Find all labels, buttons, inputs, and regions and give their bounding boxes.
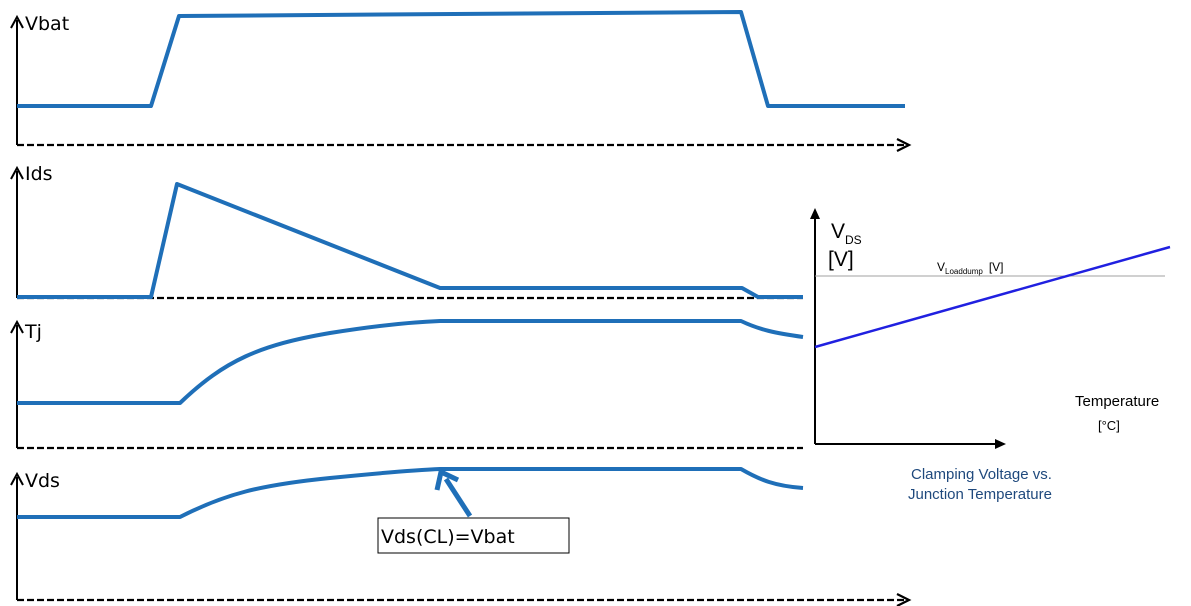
tj-y-arrow-icon xyxy=(10,319,24,334)
clamp-y-arrow-icon xyxy=(810,208,820,219)
clamp-chart: VDS [V] VLoaddump [V] Temperature [°C] Cl… xyxy=(810,208,1171,503)
loaddump-label: VLoaddump [V] xyxy=(937,260,1004,276)
vds-panel: Vds Vds(CL)=Vbat xyxy=(10,467,912,606)
clamp-x-unit: [°C] xyxy=(1098,418,1120,433)
annotation-box xyxy=(377,517,570,554)
ids-panel: Ids xyxy=(10,163,803,300)
vbat-panel: Vbat xyxy=(10,10,912,152)
ids-waveform xyxy=(17,182,803,299)
vbat-label: Vbat xyxy=(25,13,69,35)
vbat-x-arrow-icon xyxy=(896,138,912,152)
annotation-text: Vds(CL)=Vbat xyxy=(381,526,515,548)
annotation-arrow-head-icon xyxy=(434,468,460,491)
clamp-caption-line2: Junction Temperature xyxy=(908,486,1052,503)
ids-label: Ids xyxy=(25,163,53,185)
vds-x-arrow-icon xyxy=(896,593,912,606)
clamp-x-label: Temperature xyxy=(1075,393,1159,410)
vds-label: Vds xyxy=(25,470,60,492)
vds-waveform xyxy=(17,467,804,519)
clamp-x-arrow-icon xyxy=(995,439,1006,449)
clamp-y-label: VDS xyxy=(831,220,862,247)
tj-panel: Tj xyxy=(10,319,804,450)
annotation-arrow xyxy=(443,477,473,518)
ids-y-arrow-icon xyxy=(10,165,24,180)
vbat-y-arrow-icon xyxy=(10,14,24,29)
tj-waveform xyxy=(17,319,804,405)
vbat-waveform xyxy=(17,10,905,108)
clamp-caption-line1: Clamping Voltage vs. xyxy=(911,466,1052,483)
clamp-y-unit: [V] xyxy=(828,248,854,271)
vds-y-arrow-icon xyxy=(10,471,24,486)
clamp-voltage-line xyxy=(814,245,1171,349)
tj-label: Tj xyxy=(24,321,42,343)
